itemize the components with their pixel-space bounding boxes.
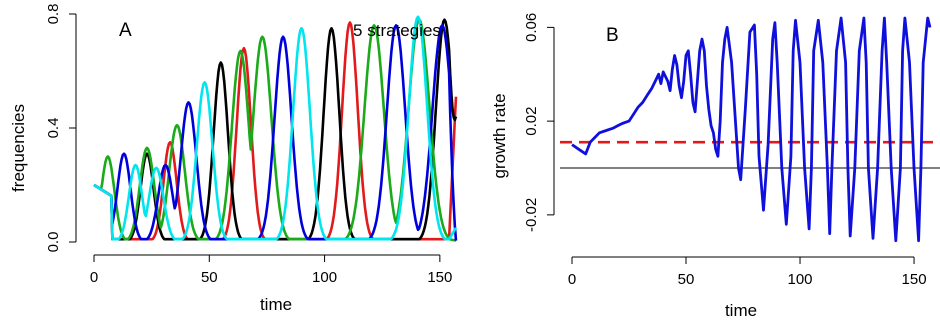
panel-a-y-ticks: 0.0 0.4 0.8 bbox=[45, 4, 76, 253]
panel-a-y-tick-label: 0.4 bbox=[45, 118, 62, 139]
panel-a-y-tick-label: 0.8 bbox=[45, 4, 62, 25]
panel-a-letter: A bbox=[119, 20, 132, 41]
panel-a-x-label: time bbox=[260, 295, 292, 314]
panel-b-y-tick-label: 0.06 bbox=[523, 13, 540, 42]
panel-b-series-growth-rate bbox=[571, 16, 932, 243]
panel-a-series-cyan bbox=[93, 15, 458, 241]
panel-b-y-tick-label: 0.02 bbox=[523, 107, 540, 136]
panel-b-x-label: time bbox=[725, 301, 757, 320]
panel-b-y-tick-label: -0.02 bbox=[523, 198, 540, 232]
panel-a-x-tick-label: 150 bbox=[427, 269, 452, 286]
panel-a-x-ticks: 0 50 100 150 bbox=[90, 255, 452, 286]
panel-b: 0 50 100 150 -0.02 0.02 0.06 B time growth ra… bbox=[490, 13, 940, 320]
panel-b-letter: B bbox=[606, 25, 619, 46]
panel-b-series bbox=[571, 16, 932, 243]
panel-a-x-tick-label: 0 bbox=[90, 269, 98, 286]
panel-a-series-green bbox=[93, 18, 457, 242]
panel-b-x-ticks: 0 50 100 150 bbox=[568, 257, 927, 288]
panel-a-annotation: 5 strategies bbox=[353, 21, 441, 40]
panel-b-y-ticks: -0.02 0.02 0.06 bbox=[523, 13, 554, 232]
panel-a-y-label: frequencies bbox=[9, 104, 28, 192]
panel-b-reference-lines bbox=[560, 140, 940, 169]
panel-a-y-tick-label: 0.0 bbox=[45, 232, 62, 253]
panel-b-x-tick-label: 50 bbox=[678, 271, 695, 288]
panel-a-series-blue bbox=[93, 24, 458, 241]
panel-b-x-tick-label: 150 bbox=[902, 271, 927, 288]
panel-a-series bbox=[93, 15, 458, 242]
panel-b-y-label: growth rate bbox=[490, 93, 509, 178]
panel-a-x-tick-label: 100 bbox=[312, 269, 337, 286]
panel-b-x-tick-label: 0 bbox=[568, 271, 576, 288]
panel-b-x-tick-label: 100 bbox=[788, 271, 813, 288]
panel-a-x-tick-label: 50 bbox=[201, 269, 218, 286]
panel-a: 0 50 100 150 0.00.40.8 A 5 strategies time … bbox=[9, 4, 458, 314]
